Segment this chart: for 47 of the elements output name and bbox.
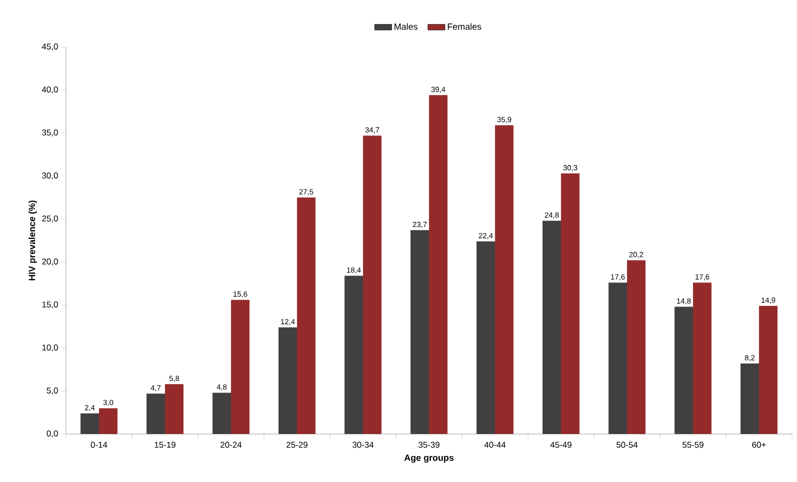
bar: [278, 327, 298, 434]
bar: [363, 136, 382, 434]
bar: [759, 306, 778, 434]
x-tick-label: 0-14: [90, 442, 108, 448]
y-tick-label: 10,0: [42, 344, 58, 352]
x-tick-label: 45-49: [550, 442, 572, 448]
y-tick-label: 5,0: [46, 388, 58, 394]
bar: [231, 300, 250, 434]
y-tick-label: 15,0: [42, 302, 58, 308]
y-tick-label: 20,0: [42, 258, 58, 266]
y-axis-title: HIV prevalence (%): [28, 200, 37, 280]
bar: [344, 276, 364, 434]
bar: [410, 230, 430, 434]
bar: [146, 394, 166, 434]
bar: [627, 260, 646, 434]
bar: [542, 220, 562, 434]
y-tick-label: 35,0: [42, 130, 58, 136]
bar: [693, 282, 712, 434]
y-tick-label: 45,0: [42, 44, 58, 50]
x-tick-label: 30-34: [352, 442, 374, 448]
bar: [495, 125, 514, 434]
bar: [674, 306, 694, 434]
bar: [740, 363, 760, 434]
x-tick-label: 40-44: [484, 442, 506, 448]
y-tick-label: 25,0: [42, 216, 58, 222]
x-tick-label: 15-19: [154, 442, 176, 448]
x-tick-label: 50-54: [616, 442, 638, 448]
x-tick-label: 25-29: [286, 442, 308, 448]
bar: [212, 392, 232, 434]
x-tick-label: 35-39: [418, 442, 440, 448]
legend-label: Females: [448, 23, 482, 30]
x-tick-label: 55-59: [682, 442, 704, 448]
bar: [80, 413, 99, 434]
legend-label: Males: [394, 23, 418, 30]
y-tick-label: 30,0: [42, 172, 58, 180]
x-axis-title: Age groups: [404, 454, 454, 463]
bar: [608, 282, 628, 434]
x-tick-label: 20-24: [220, 442, 242, 448]
x-tick-label: 60+: [752, 442, 766, 448]
bar: [429, 95, 448, 434]
bar: [297, 198, 316, 434]
bar: [561, 173, 580, 434]
bar: [99, 408, 118, 434]
bar: [165, 384, 184, 434]
y-tick-label: 40,0: [42, 86, 58, 94]
y-tick-label: 0,0: [46, 430, 58, 438]
bar: [476, 241, 496, 434]
